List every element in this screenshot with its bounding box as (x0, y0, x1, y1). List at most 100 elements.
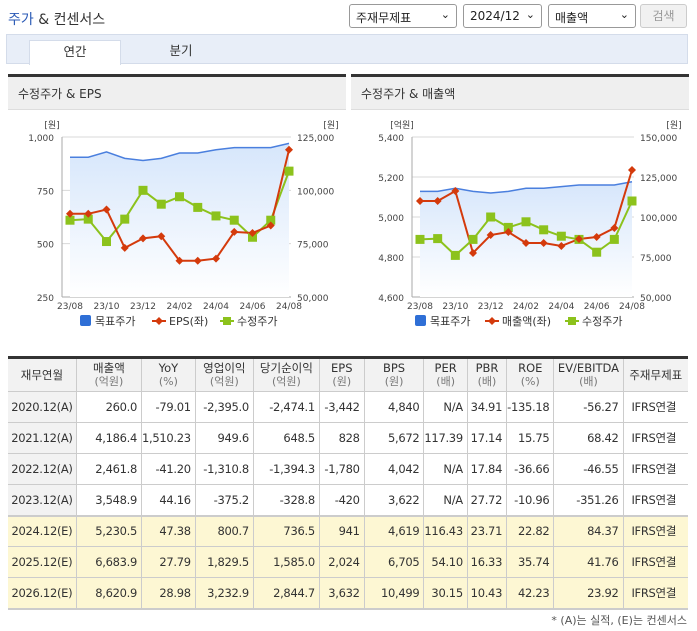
value-cell: IFRS연결 (622, 453, 688, 485)
eps-point (266, 221, 275, 230)
sales-point (504, 228, 513, 236)
value-cell: 47.38 (141, 514, 196, 547)
table-row: 2024.12(E) 5,230.5 47.38 800.7 736.5 941 4,619… (8, 514, 688, 547)
period-select[interactable]: 2024/12 ⌄ (463, 4, 542, 28)
table-row: 2022.12(A) 2,461.8 -41.20 -1,310.8 -1,394.3-… (8, 453, 688, 485)
financial-table: 재무연월 매출액 (억원) YoY (%) 영업이익 (억원) 당기순이익 (억원) EPS (원)… (8, 356, 688, 610)
value-cell: -56.27 (553, 391, 624, 423)
sales-point (592, 233, 601, 241)
period-cell: 2021.12(A) (8, 422, 77, 454)
adjusted-price-point (539, 225, 549, 235)
tab-annual[interactable]: 연간 (29, 40, 121, 65)
value-cell: 17.84 (466, 453, 508, 485)
column-header: 영업이익 (억원) (194, 357, 254, 392)
value-cell: 736.5 (252, 514, 320, 547)
sales-point (575, 235, 583, 243)
x-tick-label: 24/02 (167, 302, 193, 312)
target-price-area (70, 143, 289, 297)
x-tick-label: 23/10 (94, 302, 120, 312)
value-cell: 5,230.5 (75, 514, 143, 547)
value-cell: IFRS연결 (622, 514, 688, 547)
statement-select[interactable]: 주재무제표 ⌄ (349, 4, 457, 28)
value-cell: -2,395.0 (194, 391, 254, 423)
eps-point (175, 256, 184, 265)
chart-header-eps: 수정주가 & EPS (8, 74, 346, 110)
value-cell: 3,622 (363, 484, 425, 516)
sales-point (469, 249, 477, 257)
value-cell: 42.23 (506, 577, 555, 610)
y-tick-left: 1,000 (28, 134, 54, 144)
sales-point (433, 197, 442, 205)
eps-point (66, 209, 74, 218)
y-tick-right: 150,000 (640, 134, 677, 144)
period-cell: 2024.12(E) (8, 514, 77, 547)
value-cell: 15.75 (506, 422, 555, 454)
period-cell: 2022.12(A) (8, 453, 77, 485)
x-tick-label: 23/12 (478, 302, 504, 312)
page-title: 주가 & 컨센서스 (8, 12, 106, 28)
value-cell: 17.14 (466, 422, 508, 454)
value-cell: N/A (423, 484, 468, 516)
x-tick-label: 23/12 (130, 302, 156, 312)
footnote: * (A)는 실적, (E)는 컨센서스 (551, 614, 687, 627)
value-cell: -79.01 (141, 391, 196, 423)
value-cell: 44.16 (141, 484, 196, 516)
eps-point (248, 229, 257, 237)
value-cell: 800.7 (194, 514, 254, 547)
eps-point (102, 205, 111, 214)
value-cell: 5,672 (363, 422, 425, 454)
y-tick-left: 750 (37, 187, 54, 197)
value-cell: 23.92 (553, 577, 624, 610)
eps-point (84, 209, 93, 218)
y-tick-right: 75,000 (640, 254, 672, 264)
column-header: ROE (%) (506, 357, 555, 392)
value-cell: 116.43 (423, 514, 468, 547)
right-axis-unit: [원] (666, 120, 681, 131)
item-select[interactable]: 매출액 ⌄ (548, 4, 636, 28)
y-tick-right: 50,000 (640, 294, 672, 304)
column-header: 당기순이익 (억원) (252, 357, 320, 392)
adjusted-price-point (556, 231, 566, 241)
value-cell: 6,683.9 (75, 546, 143, 578)
tab-quarterly[interactable]: 분기 (169, 43, 193, 58)
value-cell: 4,619 (363, 514, 425, 547)
adjusted-price-point (229, 215, 239, 225)
value-cell: 84.37 (553, 514, 624, 547)
x-tick-label: 24/04 (203, 302, 229, 312)
x-tick-label: 24/06 (240, 302, 266, 312)
y-tick-right: 50,000 (297, 294, 329, 304)
adjusted-price-point (450, 250, 460, 260)
value-cell: 941 (318, 514, 365, 547)
column-header: EPS (원) (318, 357, 365, 392)
eps-point (230, 227, 239, 236)
column-header: PBR (배) (466, 357, 508, 392)
search-button[interactable]: 검색 (640, 4, 687, 28)
value-cell: 27.79 (141, 546, 196, 578)
value-cell: 3,232.9 (194, 577, 254, 610)
adjusted-price-point (102, 237, 111, 247)
adjusted-price-point (248, 232, 257, 242)
value-cell: -1,780 (318, 453, 365, 485)
column-header: BPS (원) (363, 357, 425, 392)
value-cell: 648.5 (252, 422, 320, 454)
value-cell: 1,510.23 (141, 422, 196, 454)
value-cell: 828 (318, 422, 365, 454)
value-cell: 6,705 (363, 546, 425, 578)
sales-point (628, 166, 636, 174)
y-tick-right: 75,000 (297, 241, 329, 251)
x-tick-label: 24/08 (276, 302, 302, 312)
column-header: YoY (%) (141, 357, 196, 392)
eps-point (193, 256, 202, 265)
value-cell: 260.0 (75, 391, 143, 423)
table-row: 2021.12(A) 4,186.4 1,510.23 949.6 648.5 828 5,… (8, 422, 688, 454)
value-cell: -3,442 (318, 391, 365, 423)
x-tick-label: 24/02 (513, 302, 539, 312)
adjusted-price-point (284, 166, 294, 176)
period-cell: 2023.12(A) (8, 484, 77, 516)
value-cell: IFRS연결 (622, 484, 688, 516)
adjusted-price-point (211, 211, 221, 221)
value-cell: -351.26 (553, 484, 624, 516)
value-cell: 1,585.0 (252, 546, 320, 578)
adjusted-price-point (486, 212, 496, 222)
value-cell: 16.33 (466, 546, 508, 578)
